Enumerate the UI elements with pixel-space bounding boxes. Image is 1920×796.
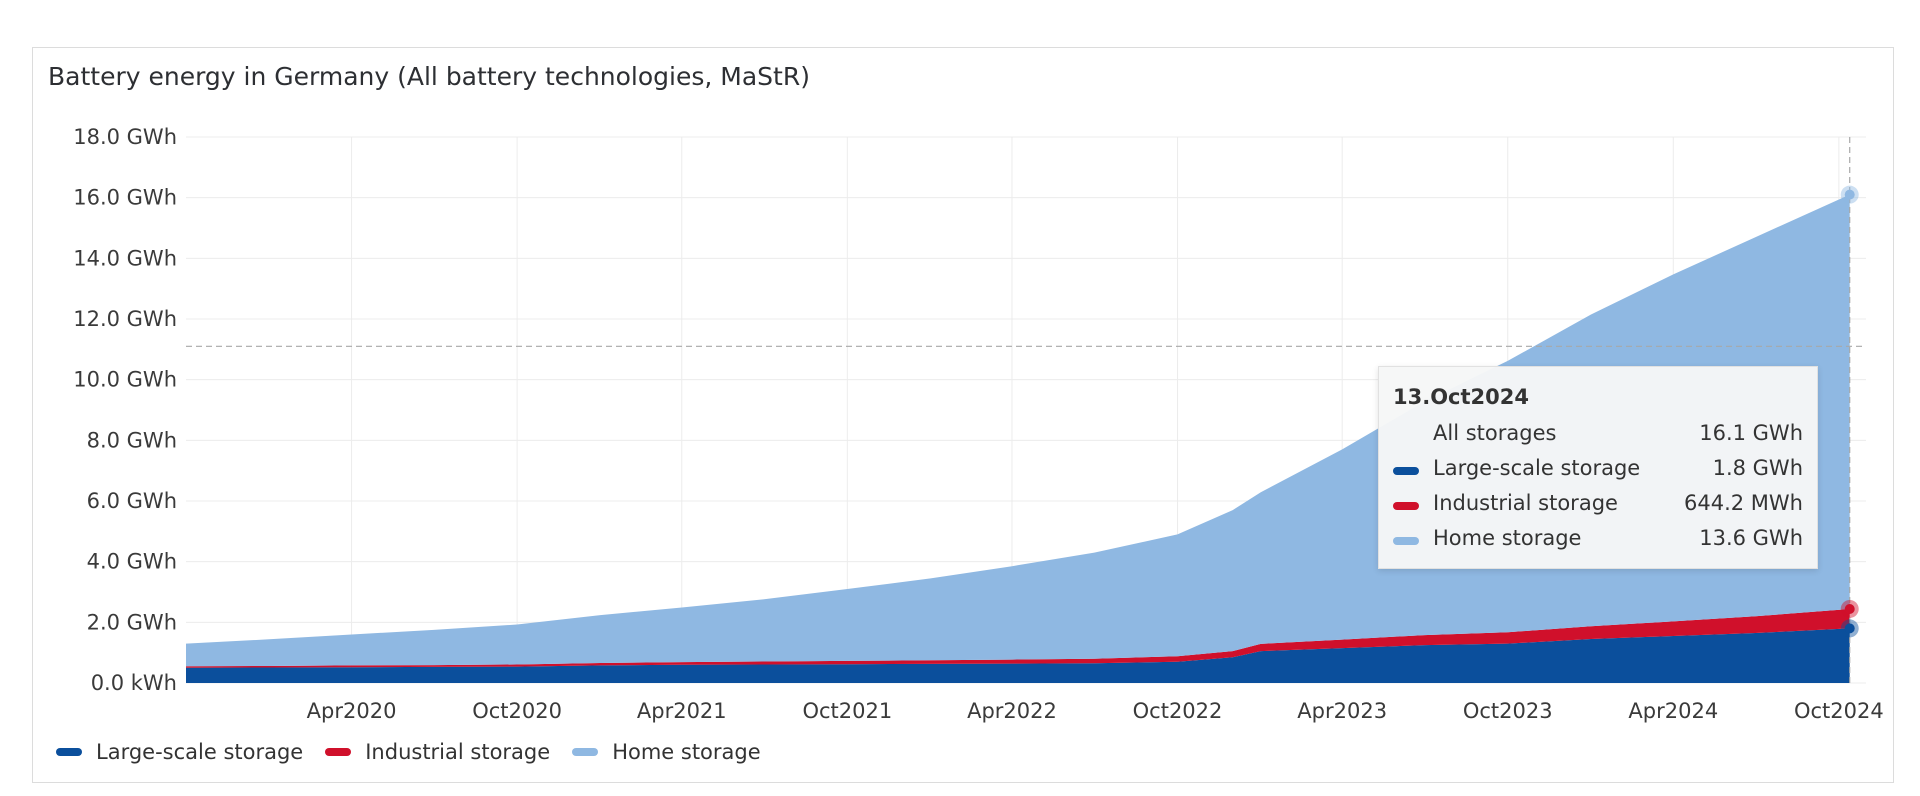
- legend-swatch: [56, 748, 82, 756]
- legend-swatch: [325, 748, 352, 756]
- legend-label: Home storage: [612, 740, 761, 764]
- x-tick-label: Apr2022: [967, 699, 1057, 723]
- y-tick-label: 0.0 kWh: [91, 671, 177, 695]
- y-tick-label: 16.0 GWh: [73, 186, 177, 210]
- home-swatch: [1393, 537, 1419, 545]
- legend-item-home[interactable]: Home storage: [572, 740, 761, 764]
- x-tick-label: Apr2023: [1297, 699, 1387, 723]
- y-tick-label: 12.0 GWh: [73, 307, 177, 331]
- y-tick-label: 14.0 GWh: [73, 246, 177, 270]
- chart-legend: Large-scale storage Industrial storage H…: [56, 737, 783, 767]
- hover-marker-industrial-storage: [1844, 603, 1855, 614]
- tooltip-label: Industrial storage: [1433, 491, 1618, 515]
- x-tick-label: Oct2023: [1463, 699, 1553, 723]
- x-tick-label: Apr2020: [307, 699, 397, 723]
- x-tick-label: Oct2021: [802, 699, 892, 723]
- hover-crosshair: [186, 137, 1866, 683]
- large-scale-swatch: [1393, 467, 1419, 475]
- tooltip-row-large: Large-scale storage 1.8 GWh: [1393, 456, 1803, 486]
- legend-label: Industrial storage: [365, 740, 551, 764]
- hover-tooltip: 13.Oct2024 All storages 16.1 GWh Large-s…: [1378, 366, 1818, 569]
- y-tick-label: 18.0 GWh: [73, 125, 177, 149]
- tooltip-label: All storages: [1433, 421, 1557, 445]
- tooltip-label: Large-scale storage: [1433, 456, 1641, 480]
- legend-item-industrial[interactable]: Industrial storage: [325, 740, 550, 764]
- y-axis-ticks: 0.0 kWh 2.0 GWh 4.0 GWh 6.0 GWh 8.0 GWh 10.0 …: [73, 125, 177, 695]
- tooltip-date: 13.Oct2024: [1393, 385, 1529, 409]
- y-tick-label: 2.0 GWh: [87, 610, 177, 634]
- legend-item-large-scale[interactable]: Large-scale storage: [56, 740, 303, 764]
- y-tick-label: 4.0 GWh: [87, 550, 177, 574]
- x-axis-ticks: Apr2020 Oct2020 Apr2021 Oct2021 Apr2022 Oct20…: [307, 699, 1884, 723]
- area-industrial-storage: [186, 609, 1850, 668]
- tooltip-row-all: All storages 16.1 GWh: [1393, 421, 1803, 451]
- chart-title: Battery energy in Germany (All battery t…: [48, 62, 810, 91]
- industrial-swatch: [1393, 502, 1419, 510]
- tooltip-label: Home storage: [1433, 526, 1582, 550]
- tooltip-value: 1.8 GWh: [1712, 456, 1803, 480]
- y-tick-label: 8.0 GWh: [87, 428, 177, 452]
- x-tick-label: Oct2022: [1133, 699, 1223, 723]
- hover-marker-large-scale-storage: [1844, 623, 1855, 634]
- tooltip-value: 644.2 MWh: [1684, 491, 1803, 515]
- y-tick-label: 6.0 GWh: [87, 489, 177, 513]
- area-large-scale-storage: [186, 628, 1850, 683]
- hover-marker-home-storage: [1844, 189, 1855, 200]
- tooltip-value: 13.6 GWh: [1699, 526, 1803, 550]
- x-tick-label: Apr2024: [1628, 699, 1718, 723]
- legend-swatch: [572, 748, 599, 756]
- x-tick-label: Oct2020: [472, 699, 562, 723]
- x-tick-label: Oct2024: [1794, 699, 1884, 723]
- legend-label: Large-scale storage: [96, 740, 304, 764]
- tooltip-row-home: Home storage 13.6 GWh: [1393, 526, 1803, 556]
- y-tick-label: 10.0 GWh: [73, 368, 177, 392]
- tooltip-value: 16.1 GWh: [1699, 421, 1803, 445]
- x-tick-label: Apr2021: [637, 699, 727, 723]
- tooltip-row-industrial: Industrial storage 644.2 MWh: [1393, 491, 1803, 521]
